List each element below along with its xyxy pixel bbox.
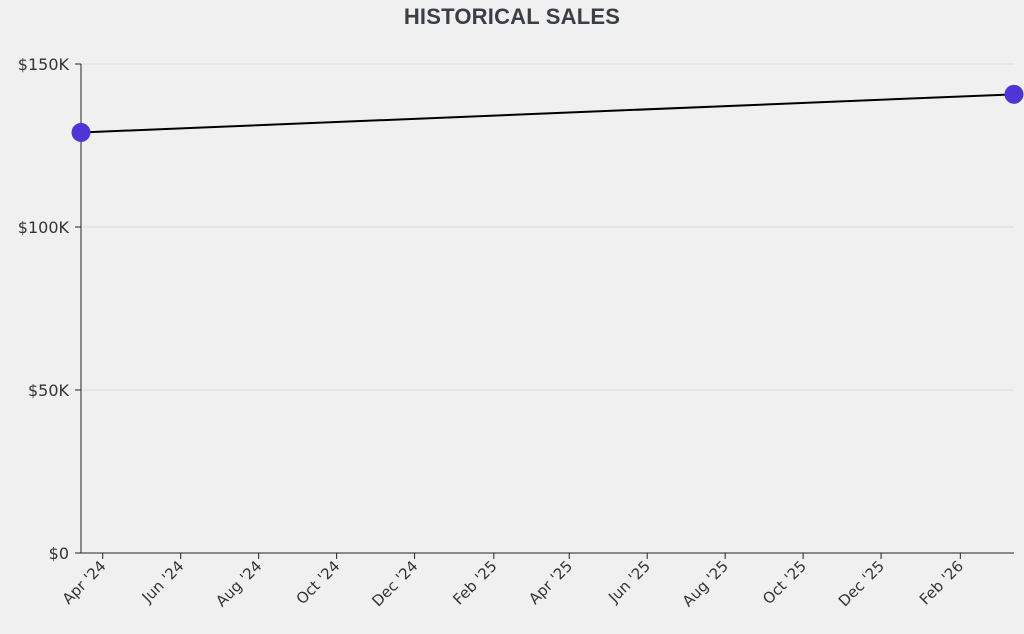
grid-layer bbox=[81, 63, 1014, 391]
point-layer bbox=[71, 84, 1024, 142]
y-tick-label: $100K bbox=[18, 218, 70, 237]
x-tick-label: Jun '25 bbox=[604, 557, 654, 607]
x-tick-label: Feb '25 bbox=[449, 557, 500, 608]
y-tick-label: $0 bbox=[49, 544, 69, 563]
x-tick-label: Aug '25 bbox=[679, 557, 732, 610]
series-line bbox=[80, 93, 1015, 134]
data-point bbox=[71, 122, 91, 142]
series-layer bbox=[80, 93, 1015, 134]
x-tick-label: Apr '25 bbox=[525, 557, 576, 608]
x-tick-label: Apr '24 bbox=[59, 557, 110, 608]
x-tick-label: Oct '24 bbox=[293, 557, 344, 608]
x-tick-label: Aug '24 bbox=[212, 557, 265, 610]
x-tick-label: Oct '25 bbox=[759, 557, 810, 608]
data-point bbox=[1004, 84, 1024, 104]
x-tick-label: Dec '24 bbox=[368, 557, 421, 610]
x-tick-label: Jun '24 bbox=[138, 557, 188, 607]
chart-title: HISTORICAL SALES bbox=[403, 4, 621, 29]
y-tick-label: $150K bbox=[18, 55, 70, 74]
axis-layer: $0 $50K $100K $150K Apr '24 Jun '24 Aug '24 Oct… bbox=[18, 55, 1014, 610]
x-tick-label: Feb '26 bbox=[916, 557, 967, 608]
x-tick-label: Dec '25 bbox=[835, 557, 888, 610]
y-tick-label: $50K bbox=[28, 381, 70, 400]
